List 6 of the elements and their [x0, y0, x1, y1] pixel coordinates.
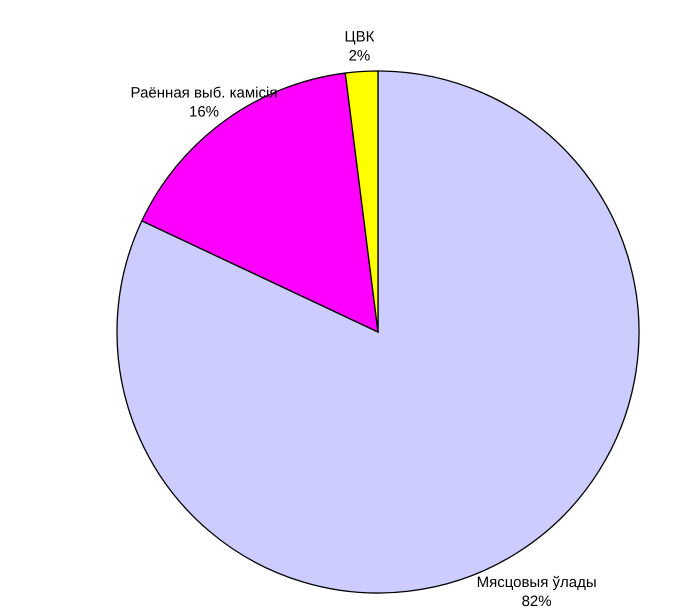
slice-label: ЦВК [344, 28, 375, 46]
slice-label: Раённая выб. камісія [130, 84, 278, 102]
data-label: 2% [348, 48, 370, 65]
slice-label: Мясцовыя ўлады [476, 574, 597, 591]
data-label: 16% [189, 104, 220, 121]
data-label: 82% [522, 592, 552, 610]
